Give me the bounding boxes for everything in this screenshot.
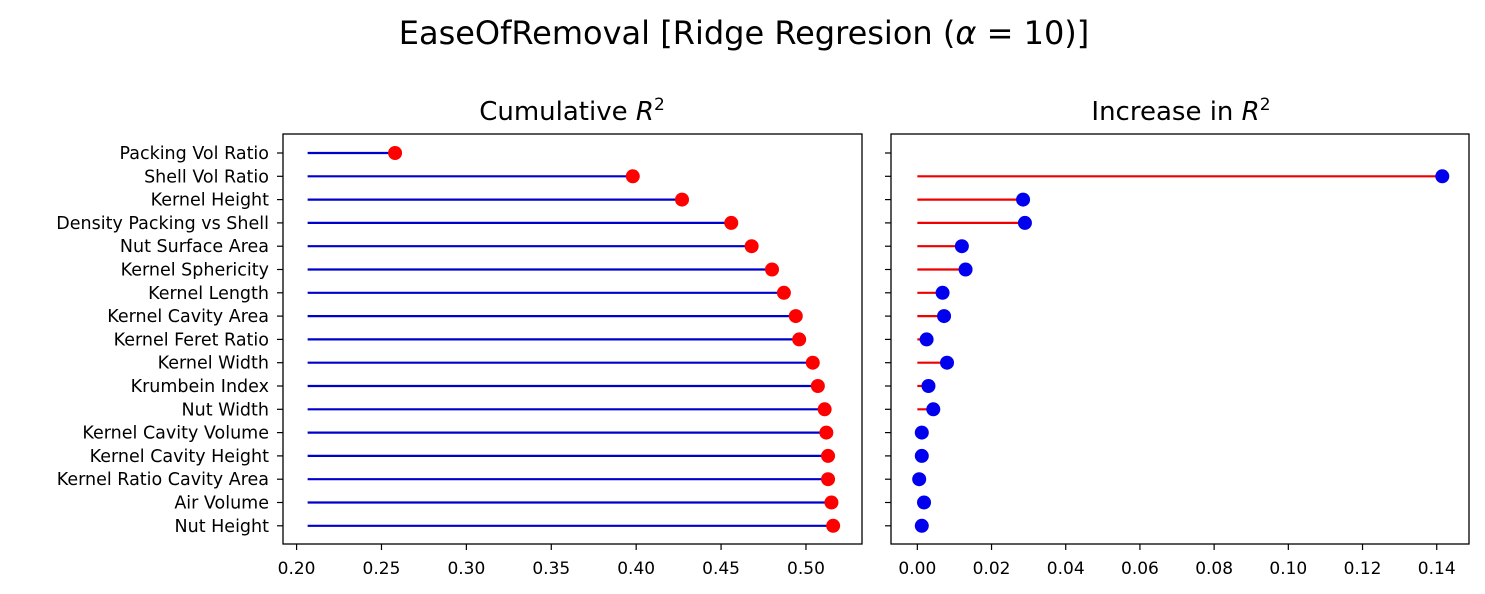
figure-title: EaseOfRemoval [Ridge Regresion (α = 10)] (399, 14, 1090, 52)
cumulative-category-label: Nut Surface Area (120, 237, 269, 257)
increase-xtick-label: 0.10 (1269, 559, 1307, 579)
cumulative-marker (724, 215, 739, 230)
increase-xtick-label: 0.14 (1418, 559, 1456, 579)
increase-r2-panel: Increase in R2 0.00 0.02 0.04 0.06 0.08 0.10 0… (885, 95, 1470, 579)
cumulative-marker (817, 402, 832, 417)
increase-marker (914, 448, 929, 463)
increase-marker (914, 518, 929, 533)
increase-xtick-label: 0.02 (973, 559, 1011, 579)
increase-xtick-label: 0.06 (1121, 559, 1159, 579)
cumulative-marker (824, 495, 839, 510)
cumulative-category-label: Air Volume (174, 494, 269, 514)
cumulative-category-label: Kernel Length (148, 284, 269, 304)
cumulative-marker (792, 332, 807, 347)
cumulative-category-label: Kernel Sphericity (121, 261, 269, 281)
cumulative-category-label: Shell Vol Ratio (144, 167, 269, 187)
cumulative-marker (821, 448, 836, 463)
cumulative-xtick-label: 0.35 (532, 559, 570, 579)
increase-xtick-label: 0.08 (1195, 559, 1233, 579)
cumulative-marker (765, 262, 780, 277)
increase-marker (935, 285, 950, 300)
cumulative-category-label: Density Packing vs Shell (56, 214, 269, 234)
cumulative-xtick-label: 0.45 (702, 559, 740, 579)
cumulative-marker (625, 169, 640, 184)
increase-marker (917, 495, 932, 510)
cumulative-xtick-label: 0.25 (363, 559, 401, 579)
increase-marker (914, 425, 929, 440)
cumulative-xtick-label: 0.50 (787, 559, 825, 579)
cumulative-category-label: Kernel Feret Ratio (114, 330, 269, 350)
cumulative-marker (821, 472, 836, 487)
cumulative-marker (788, 309, 803, 324)
increase-xtick-label: 0.12 (1344, 559, 1382, 579)
cumulative-marker (819, 425, 834, 440)
cumulative-category-label: Kernel Ratio Cavity Area (57, 470, 269, 490)
cumulative-category-label: Nut Width (182, 400, 269, 420)
cumulative-r2-title: Cumulative R2 (479, 95, 665, 127)
cumulative-marker (388, 146, 403, 160)
cumulative-category-label: Nut Height (175, 517, 270, 537)
cumulative-marker (776, 285, 791, 300)
increase-marker (937, 309, 952, 324)
increase-marker (1016, 192, 1031, 207)
increase-marker (1435, 169, 1450, 184)
increase-r2-axes-frame (890, 133, 1470, 545)
cumulative-marker (810, 379, 825, 393)
increase-r2-title: Increase in R2 (1091, 95, 1270, 127)
cumulative-marker (675, 192, 690, 207)
cumulative-category-label: Kernel Height (151, 191, 270, 211)
cumulative-xtick-label: 0.30 (447, 559, 485, 579)
increase-xtick-label: 0.00 (898, 559, 936, 579)
cumulative-category-label: Kernel Cavity Height (90, 447, 269, 467)
cumulative-xtick-label: 0.20 (278, 559, 316, 579)
increase-marker (958, 262, 973, 277)
increase-marker (919, 332, 934, 347)
cumulative-r2-panel: Cumulative R2 Packing Vol Ratio Shell Vol… (56, 95, 863, 579)
increase-xtick-label: 0.04 (1047, 559, 1085, 579)
cumulative-marker (826, 518, 841, 533)
increase-marker (912, 472, 927, 487)
increase-marker (940, 355, 955, 370)
cumulative-category-label: Kernel Width (158, 354, 269, 374)
cumulative-category-label: Kernel Cavity Area (107, 307, 269, 327)
cumulative-xtick-label: 0.40 (617, 559, 655, 579)
cumulative-category-label: Kernel Cavity Volume (82, 424, 269, 444)
cumulative-category-label: Packing Vol Ratio (119, 144, 269, 164)
cumulative-category-label: Krumbein Index (131, 377, 269, 397)
increase-marker (926, 402, 941, 417)
increase-marker (921, 379, 936, 393)
cumulative-marker (744, 239, 759, 254)
increase-marker (1017, 215, 1032, 230)
increase-marker (954, 239, 969, 254)
cumulative-marker (805, 355, 820, 370)
